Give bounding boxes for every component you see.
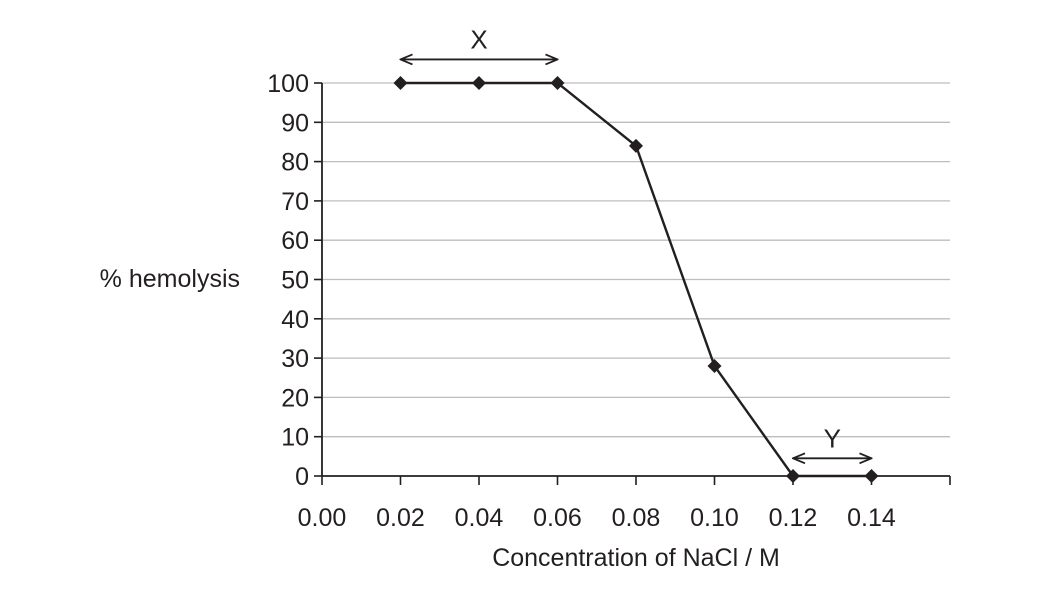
y-tick-label-30: 30 — [281, 345, 309, 373]
x-tick-label-0.10: 0.10 — [690, 504, 739, 532]
x-tick-label-0.14: 0.14 — [847, 504, 896, 532]
x-tick-label-0.06: 0.06 — [533, 504, 582, 532]
x-tick-label-0.08: 0.08 — [612, 504, 661, 532]
y-tick-label-50: 50 — [281, 267, 309, 295]
y-tick-label-60: 60 — [281, 227, 309, 255]
data-point-3 — [629, 138, 643, 153]
y-tick-label-70: 70 — [281, 188, 309, 216]
y-tick-label-90: 90 — [281, 109, 309, 137]
y-axis-title: % hemolysis — [100, 265, 240, 293]
data-point-1 — [472, 76, 486, 90]
y-tick-label-20: 20 — [281, 384, 309, 412]
x-tick-label-0.02: 0.02 — [376, 504, 425, 532]
data-point-0 — [393, 76, 408, 90]
x-tick-label-0.12: 0.12 — [769, 504, 818, 532]
x-tick-label-0.00: 0.00 — [298, 504, 347, 532]
data-point-2 — [550, 76, 565, 90]
annotation-label-x: X — [470, 24, 487, 54]
data-series — [393, 76, 879, 483]
y-tick-label-40: 40 — [281, 306, 309, 334]
annotations: XY — [401, 24, 872, 458]
y-tick-label-100: 100 — [267, 70, 309, 98]
y-tick-label-0: 0 — [295, 463, 309, 491]
tick-labels: 0 10 20 30 40 50 60 70 80 90 100 0.00 0.02 0.04 0.06 0.… — [267, 70, 896, 532]
x-tick-label-0.04: 0.04 — [455, 504, 504, 532]
data-point-6 — [864, 469, 879, 483]
y-tick-label-10: 10 — [281, 424, 309, 452]
data-point-4 — [707, 358, 722, 373]
data-point-5 — [786, 469, 800, 483]
annotation-label-y: Y — [824, 423, 841, 453]
x-axis-title: Concentration of NaCl / M — [492, 544, 780, 572]
y-tick-label-80: 80 — [281, 149, 309, 177]
gridlines — [322, 82, 950, 438]
